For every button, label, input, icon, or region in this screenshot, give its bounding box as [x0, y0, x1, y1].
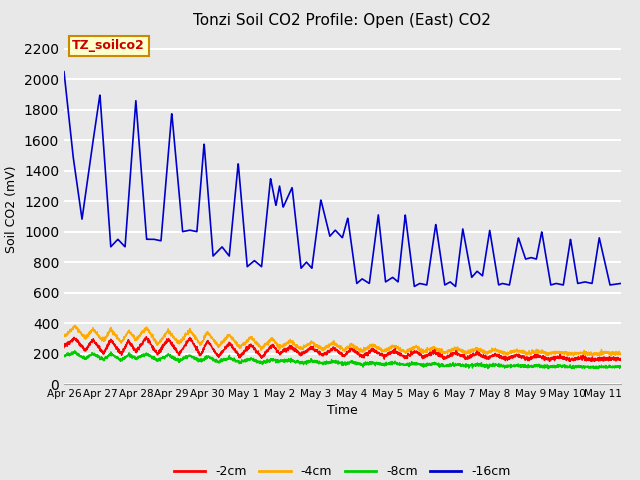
Legend: -2cm, -4cm, -8cm, -16cm: -2cm, -4cm, -8cm, -16cm: [169, 460, 516, 480]
X-axis label: Time: Time: [327, 405, 358, 418]
Text: TZ_soilco2: TZ_soilco2: [72, 39, 145, 52]
Y-axis label: Soil CO2 (mV): Soil CO2 (mV): [5, 165, 19, 252]
Title: Tonzi Soil CO2 Profile: Open (East) CO2: Tonzi Soil CO2 Profile: Open (East) CO2: [193, 13, 492, 28]
